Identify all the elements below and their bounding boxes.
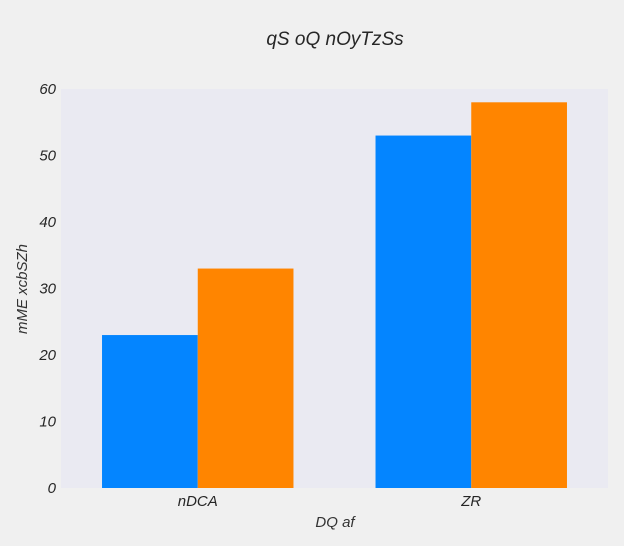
- y-tick-label: 50: [39, 148, 56, 165]
- bar-nDCA-series-2: [197, 268, 294, 488]
- bar-nDCA-series-1: [102, 335, 198, 488]
- y-axis-label: mME xcbSZh: [14, 244, 31, 334]
- bar-ZR-series-2: [471, 102, 567, 489]
- bars-group: [102, 102, 567, 489]
- chart-title: qS oQ nOyTzSs: [266, 29, 404, 50]
- y-tick-labels: 0 10 20 30 40 50 60: [38, 81, 56, 497]
- y-tick-label: 40: [39, 214, 56, 231]
- y-tick-label: 10: [39, 414, 56, 431]
- bar-ZR-series-1: [375, 135, 472, 489]
- x-axis-label: DQ af: [315, 514, 356, 531]
- x-tick-labels: nDCA ZR: [178, 493, 482, 510]
- x-tick-label: nDCA: [178, 493, 218, 510]
- y-tick-label: 0: [48, 480, 57, 497]
- y-tick-label: 30: [39, 281, 56, 298]
- y-tick-label: 20: [38, 347, 56, 364]
- x-tick-label: ZR: [460, 493, 481, 510]
- y-tick-label: 60: [39, 81, 56, 98]
